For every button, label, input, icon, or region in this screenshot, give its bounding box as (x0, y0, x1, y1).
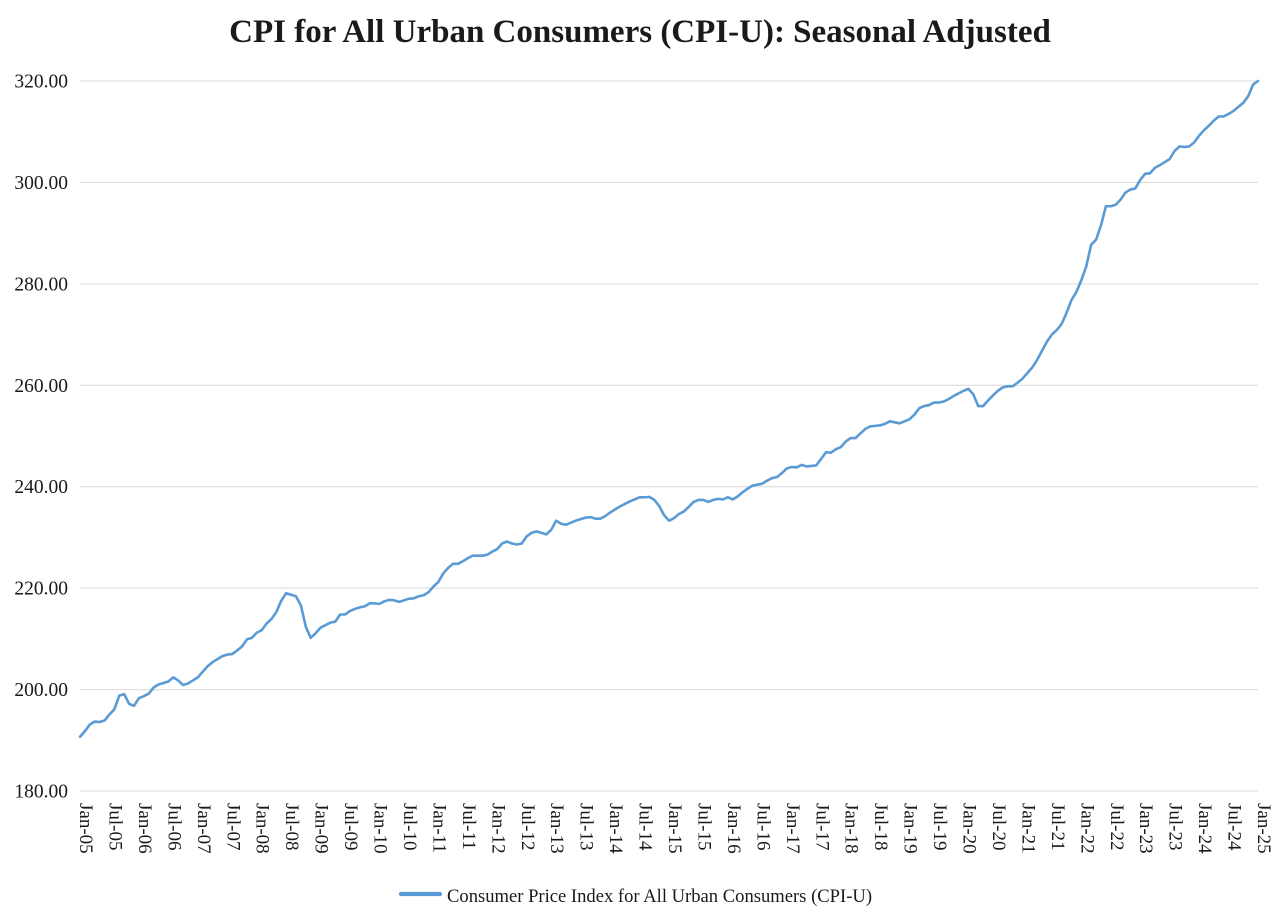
svg-text:Jan-09: Jan-09 (311, 803, 332, 854)
svg-text:Jul-23: Jul-23 (1165, 803, 1186, 851)
svg-text:Jan-22: Jan-22 (1076, 803, 1097, 854)
svg-text:Jan-05: Jan-05 (75, 803, 96, 854)
svg-text:200.00: 200.00 (14, 680, 68, 701)
svg-text:Jan-20: Jan-20 (959, 803, 980, 854)
svg-text:Jan-10: Jan-10 (370, 803, 391, 854)
svg-text:Jan-16: Jan-16 (723, 803, 744, 854)
svg-text:320.00: 320.00 (14, 72, 68, 93)
svg-text:Consumer Price Index for All U: Consumer Price Index for All Urban Consu… (447, 886, 872, 907)
svg-text:180.00: 180.00 (14, 782, 68, 803)
svg-text:Jan-13: Jan-13 (546, 803, 567, 854)
svg-text:Jan-15: Jan-15 (664, 803, 685, 854)
svg-text:240.00: 240.00 (14, 477, 68, 498)
svg-text:Jul-13: Jul-13 (576, 803, 597, 851)
svg-text:Jul-18: Jul-18 (870, 803, 891, 851)
svg-text:Jan-11: Jan-11 (428, 803, 449, 853)
svg-text:Jul-09: Jul-09 (340, 803, 361, 851)
svg-text:Jan-25: Jan-25 (1253, 803, 1274, 854)
svg-text:Jul-17: Jul-17 (811, 803, 832, 851)
svg-text:260.00: 260.00 (14, 376, 68, 397)
svg-text:Jul-11: Jul-11 (458, 803, 479, 850)
svg-text:Jul-22: Jul-22 (1106, 803, 1127, 851)
svg-text:Jul-24: Jul-24 (1224, 803, 1245, 851)
svg-text:Jan-17: Jan-17 (782, 803, 803, 854)
svg-text:Jul-10: Jul-10 (399, 803, 420, 851)
svg-text:Jul-15: Jul-15 (693, 803, 714, 851)
svg-text:Jul-07: Jul-07 (222, 803, 243, 851)
svg-text:Jan-24: Jan-24 (1194, 803, 1215, 854)
svg-text:Jan-07: Jan-07 (193, 803, 214, 854)
svg-text:Jan-08: Jan-08 (252, 803, 273, 854)
svg-text:Jul-21: Jul-21 (1047, 803, 1068, 851)
svg-text:Jul-16: Jul-16 (752, 803, 773, 851)
svg-text:Jul-20: Jul-20 (988, 803, 1009, 850)
svg-text:Jan-23: Jan-23 (1135, 803, 1156, 854)
svg-text:Jan-18: Jan-18 (841, 803, 862, 854)
svg-text:Jul-06: Jul-06 (163, 803, 184, 851)
svg-text:Jan-19: Jan-19 (900, 803, 921, 854)
svg-text:220.00: 220.00 (14, 579, 68, 600)
svg-text:Jul-14: Jul-14 (635, 803, 656, 851)
svg-text:Jan-14: Jan-14 (605, 803, 626, 854)
svg-text:Jul-08: Jul-08 (281, 803, 302, 851)
svg-text:Jan-21: Jan-21 (1017, 803, 1038, 854)
svg-text:Jul-19: Jul-19 (929, 803, 950, 851)
svg-text:Jul-12: Jul-12 (517, 803, 538, 851)
svg-text:Jan-12: Jan-12 (487, 803, 508, 854)
svg-text:300.00: 300.00 (14, 173, 68, 194)
svg-text:280.00: 280.00 (14, 274, 68, 295)
svg-text:Jan-06: Jan-06 (134, 803, 155, 854)
svg-text:Jul-05: Jul-05 (104, 803, 125, 851)
